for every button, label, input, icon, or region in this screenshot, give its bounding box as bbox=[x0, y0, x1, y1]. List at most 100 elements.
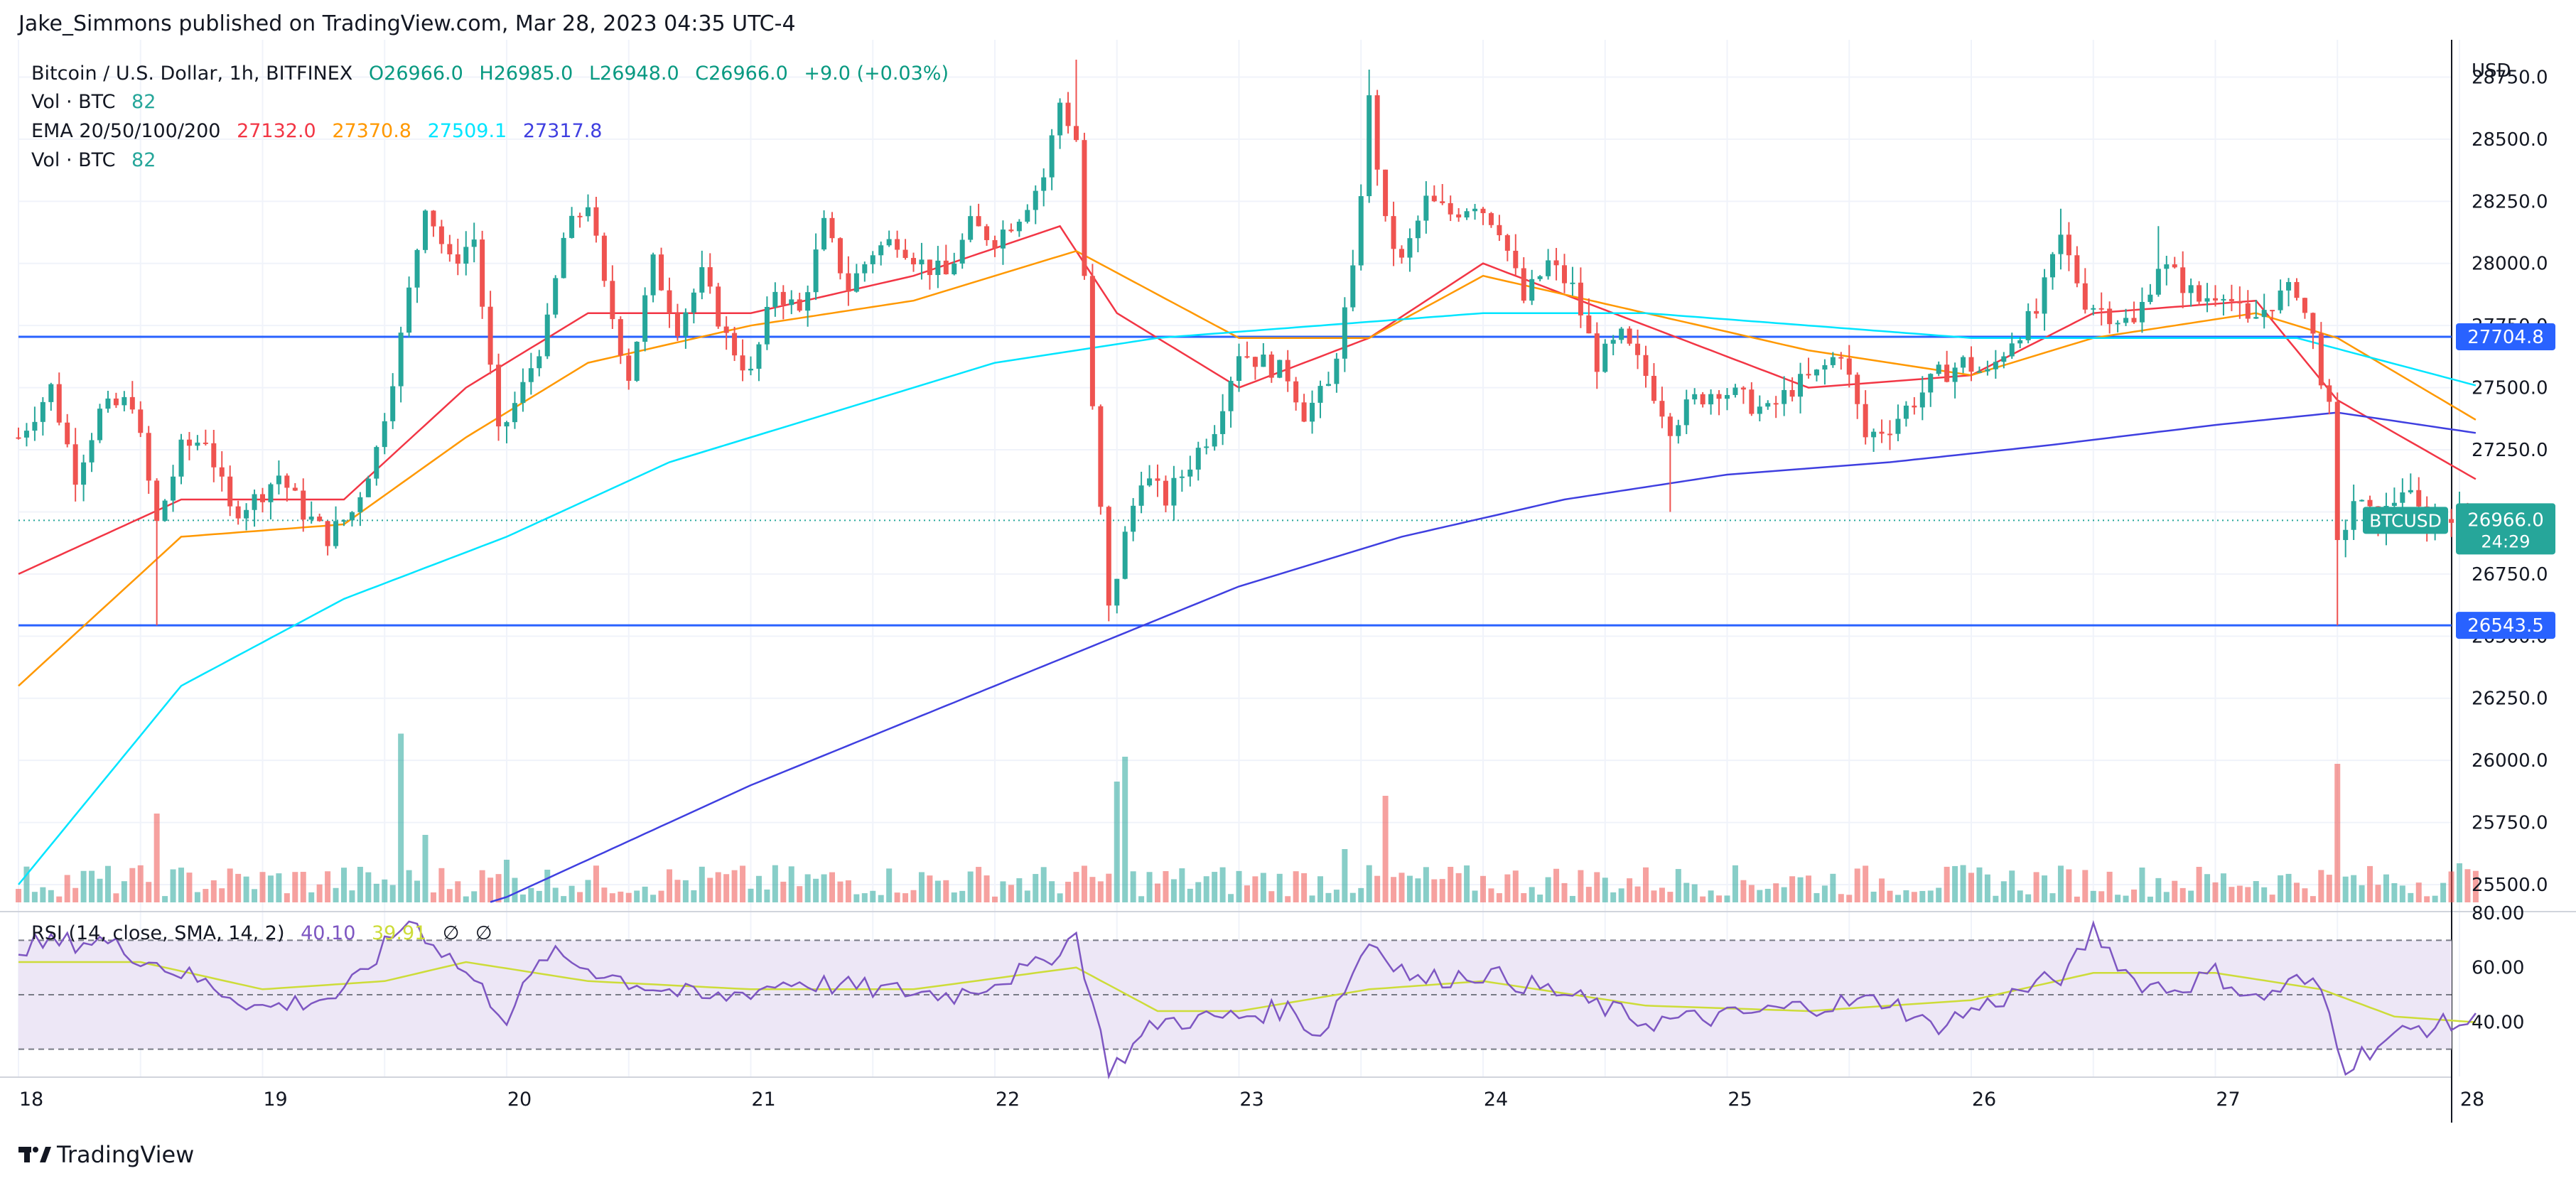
volume-bar bbox=[634, 890, 640, 902]
volume-bar bbox=[1993, 895, 1999, 902]
volume-bar bbox=[1057, 893, 1063, 902]
candle-body bbox=[2155, 269, 2161, 295]
price-tick-label: 26750.0 bbox=[2472, 564, 2548, 585]
volume-bar bbox=[2066, 869, 2072, 902]
candle-body bbox=[740, 355, 745, 371]
candle-body bbox=[707, 267, 713, 287]
candle-body bbox=[72, 444, 78, 485]
candle-body bbox=[1782, 389, 1787, 404]
volume-bar bbox=[2042, 875, 2048, 902]
candle-body bbox=[1683, 399, 1689, 426]
volume-bar bbox=[1764, 888, 1771, 902]
volume-bar bbox=[667, 869, 672, 902]
candle-body bbox=[276, 475, 281, 485]
volume-bar bbox=[2155, 878, 2162, 902]
volume-bar bbox=[878, 895, 884, 902]
legend-ema-row: EMA 20/50/100/200 27132.0 27370.8 27509.… bbox=[31, 120, 612, 142]
candle-body bbox=[537, 356, 542, 369]
candle-body bbox=[398, 333, 404, 387]
rsi-line bbox=[18, 919, 2477, 1080]
symbol-tag[interactable] bbox=[2363, 507, 2448, 534]
candle-body bbox=[1700, 394, 1705, 405]
candle-body bbox=[1252, 357, 1258, 367]
volume-bar bbox=[886, 868, 893, 902]
candle-body bbox=[1529, 279, 1535, 301]
volume-bar bbox=[1049, 881, 1055, 902]
volume-bar bbox=[292, 872, 298, 902]
time-axis[interactable]: 181920212223242526272829 bbox=[19, 1089, 2576, 1111]
candle-body bbox=[1440, 201, 1445, 203]
horizontal-lines[interactable] bbox=[18, 335, 2452, 627]
volume-bar bbox=[300, 872, 306, 902]
volume-label[interactable]: Vol · BTC bbox=[31, 149, 116, 171]
volume-bar bbox=[1659, 887, 1665, 902]
candle-body bbox=[1846, 358, 1852, 375]
candle-body bbox=[593, 207, 599, 236]
volume-bar bbox=[341, 868, 347, 902]
candle-body bbox=[943, 260, 949, 275]
candle-body bbox=[586, 207, 591, 217]
volume-bar bbox=[2253, 881, 2259, 902]
volume-bar bbox=[23, 866, 30, 902]
volume-bar bbox=[243, 876, 249, 902]
volume-bar bbox=[194, 892, 200, 902]
candle-body bbox=[2180, 267, 2186, 293]
candle-body bbox=[723, 326, 729, 333]
legend-symbol[interactable]: Bitcoin / U.S. Dollar, 1h, BITFINEX bbox=[31, 63, 353, 85]
volume-bar bbox=[2188, 890, 2194, 902]
tradingview-brand[interactable]: TradingView bbox=[18, 1141, 194, 1168]
volume-bar bbox=[1854, 868, 1860, 902]
candle-body bbox=[601, 235, 607, 281]
volume-bar bbox=[1228, 894, 1234, 902]
volume-bar bbox=[1960, 865, 1966, 902]
candle-body bbox=[1472, 208, 1478, 212]
candle-body bbox=[2302, 298, 2307, 313]
ema-label[interactable]: EMA 20/50/100/200 bbox=[31, 120, 221, 142]
candle-body bbox=[105, 398, 111, 409]
candle-body bbox=[1814, 369, 1819, 376]
volume-bar bbox=[2367, 865, 2373, 902]
candle-body bbox=[447, 244, 453, 254]
candle-body bbox=[1976, 371, 1982, 373]
candle-body bbox=[1961, 357, 1966, 368]
volume-bar bbox=[1455, 873, 1462, 902]
volume-bar bbox=[780, 881, 787, 902]
volume-bar bbox=[203, 889, 209, 902]
candle-body bbox=[886, 239, 892, 246]
volume-bar bbox=[1863, 865, 1869, 902]
volume-bar bbox=[772, 865, 778, 902]
volume-label[interactable]: Vol · BTC bbox=[31, 91, 116, 113]
candle-body bbox=[2221, 298, 2226, 301]
candle-body bbox=[2367, 500, 2373, 507]
volume-bar bbox=[1643, 867, 1649, 902]
candle-body bbox=[1895, 418, 1901, 434]
candle-body bbox=[2025, 310, 2031, 340]
volume-bar bbox=[1895, 895, 1901, 902]
last-price-tag[interactable] bbox=[2456, 503, 2555, 555]
price-axis[interactable]: USD28750.028500.028250.028000.027750.027… bbox=[2363, 60, 2555, 1033]
hline-price-tag[interactable] bbox=[2456, 323, 2555, 350]
volume-bar bbox=[740, 865, 746, 902]
candle-body bbox=[203, 442, 208, 444]
candle-body bbox=[1025, 210, 1030, 222]
ema100-value: 27509.1 bbox=[427, 120, 507, 142]
rsi-label[interactable]: RSI (14, close, SMA, 14, 2) bbox=[31, 922, 285, 944]
volume-bar bbox=[707, 878, 713, 902]
time-tick-label: 24 bbox=[1484, 1089, 1508, 1111]
candle-body bbox=[1553, 260, 1559, 266]
hline-price-tag[interactable] bbox=[2456, 612, 2555, 639]
volume-bar bbox=[1773, 883, 1779, 902]
candle-body bbox=[1342, 307, 1347, 359]
volume-bar bbox=[1537, 895, 1543, 902]
volume-bar bbox=[1968, 873, 1974, 902]
volume-bar bbox=[1634, 886, 1641, 902]
volume-bar bbox=[699, 866, 705, 902]
volume-bar bbox=[861, 893, 868, 902]
volume-bar bbox=[2139, 867, 2145, 902]
volume-bar bbox=[455, 881, 461, 902]
volume-bar bbox=[528, 887, 534, 902]
volume-bar bbox=[487, 878, 494, 902]
candle-body bbox=[23, 431, 29, 438]
candle-body bbox=[2237, 301, 2243, 303]
